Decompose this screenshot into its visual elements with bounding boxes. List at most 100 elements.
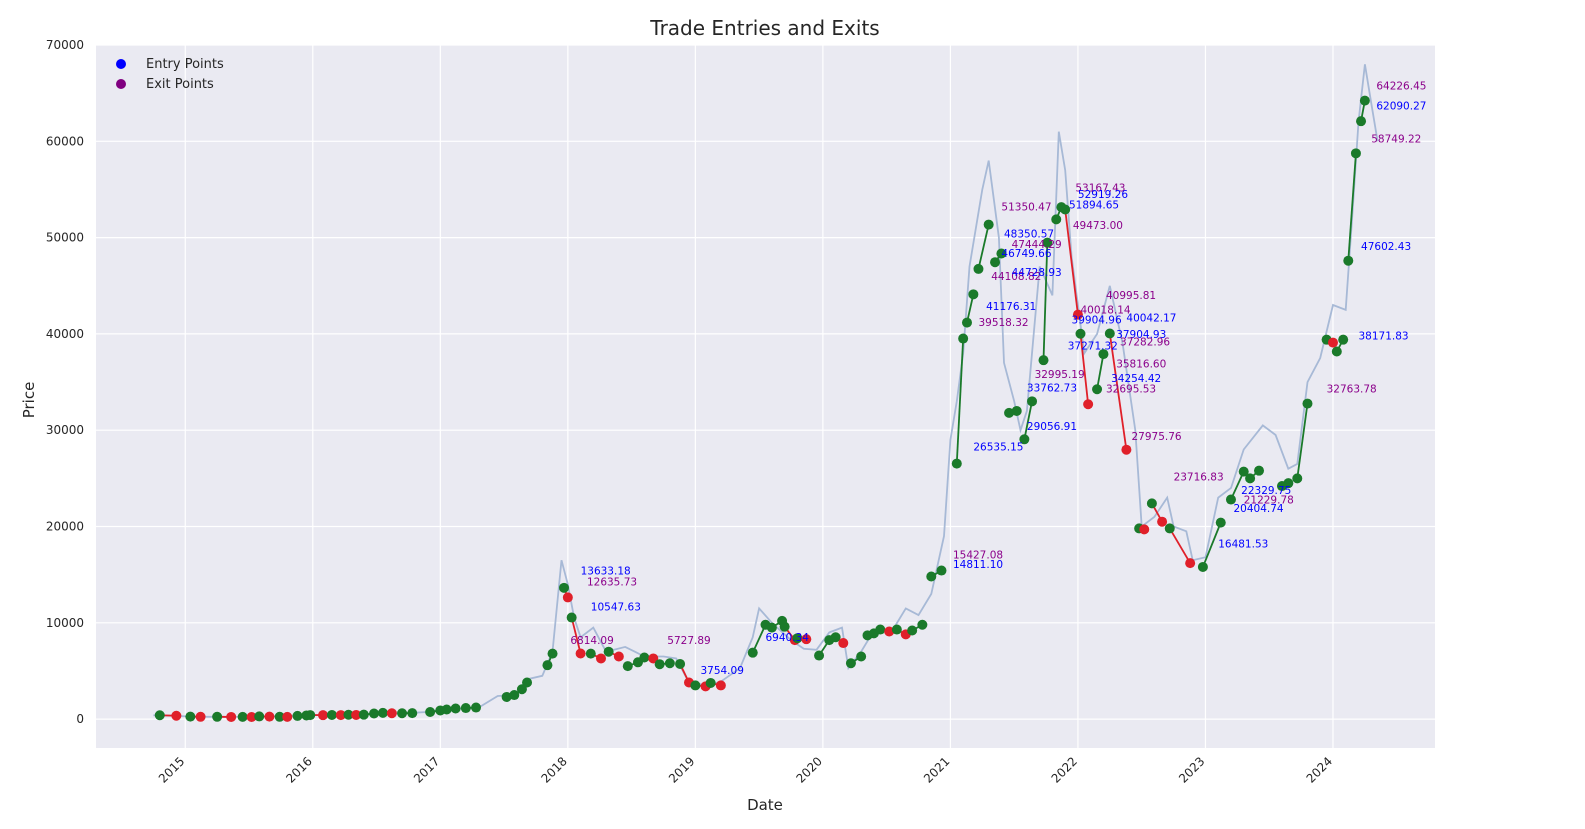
entry-point	[1331, 346, 1342, 357]
entry-point	[779, 621, 790, 632]
entry-point	[501, 691, 512, 702]
entry-point	[1146, 498, 1157, 509]
value-annotation: 39518.32	[978, 317, 1028, 329]
entry-point	[185, 711, 196, 722]
entry-point	[343, 709, 354, 720]
entry-point	[830, 632, 841, 643]
y-axis-label: Price	[20, 382, 38, 419]
entry-point	[639, 652, 650, 663]
entry-point	[566, 612, 577, 623]
exit-point	[1327, 337, 1338, 348]
exit-point	[562, 592, 573, 603]
chart-title: Trade Entries and Exits	[649, 16, 879, 40]
entry-point	[585, 648, 596, 659]
entry-point	[907, 625, 918, 636]
entry-point	[1356, 116, 1367, 127]
entry-point	[1292, 473, 1303, 484]
value-annotation: 49473.00	[1073, 220, 1123, 232]
exit-point	[246, 711, 257, 722]
entry-point	[1245, 473, 1256, 484]
exit-point	[1254, 465, 1265, 476]
trade-segment	[1230, 471, 1245, 500]
entry-point	[603, 646, 614, 657]
exit-point	[648, 653, 659, 664]
entry-point	[377, 707, 388, 718]
entry-point	[1060, 204, 1071, 215]
trade-segment	[1202, 522, 1222, 568]
trade-segment	[955, 338, 965, 464]
entry-point	[675, 658, 686, 669]
entry-point	[973, 263, 984, 274]
x-tick-label: 2022	[1049, 754, 1080, 785]
trade-segment	[751, 624, 767, 654]
entry-point	[425, 706, 436, 717]
entry-point	[926, 571, 937, 582]
exit-point	[1083, 399, 1094, 410]
value-annotation: 21229.78	[1244, 494, 1294, 506]
y-tick-label: 0	[76, 712, 84, 726]
value-annotation: 13633.18	[581, 566, 631, 578]
exit-point	[613, 651, 624, 662]
entry-point	[292, 710, 303, 721]
x-tick-label: 2018	[538, 754, 569, 785]
trade-segment	[977, 224, 990, 270]
entry-point	[705, 677, 716, 688]
y-tick-label: 40000	[46, 327, 84, 341]
exit-point	[936, 565, 947, 576]
exit-point	[1157, 516, 1168, 527]
exit-point	[317, 710, 328, 721]
trade-segment	[1108, 333, 1128, 450]
trade-segment	[1296, 403, 1309, 479]
value-annotation: 27975.76	[1131, 431, 1181, 443]
entry-point	[690, 680, 701, 691]
value-annotation: 52919.26	[1078, 189, 1128, 201]
trade-points	[154, 95, 1370, 722]
exit-point	[917, 619, 928, 630]
trade-segment	[1064, 209, 1079, 315]
entry-point	[212, 711, 223, 722]
exit-point	[471, 702, 482, 713]
exit-point	[801, 634, 812, 645]
entry-point	[1004, 407, 1015, 418]
exit-point	[1215, 517, 1226, 528]
value-annotation: 29056.91	[1027, 421, 1077, 433]
entry-point	[766, 622, 777, 633]
value-annotation: 20404.74	[1234, 503, 1284, 515]
value-annotation: 3754.09	[700, 665, 743, 677]
y-tick-label: 50000	[46, 231, 84, 245]
entry-point	[990, 257, 1001, 268]
entry-point	[1092, 384, 1103, 395]
value-annotation: 64226.45	[1376, 80, 1426, 92]
entry-point	[792, 633, 803, 644]
value-annotation: 51350.47	[1001, 202, 1051, 214]
trade-segment	[1023, 401, 1033, 440]
entry-point	[1343, 255, 1354, 266]
y-tick-label: 10000	[46, 616, 84, 630]
value-annotation: 32763.78	[1327, 384, 1377, 396]
exit-point	[664, 658, 675, 669]
exit-point	[1011, 405, 1022, 416]
exit-point	[1072, 309, 1083, 320]
x-tick-label: 2015	[156, 754, 187, 785]
entry-point	[891, 624, 902, 635]
y-tick-label: 30000	[46, 423, 84, 437]
x-tick-label: 2016	[283, 754, 314, 785]
exit-point	[715, 680, 726, 691]
exit-point	[1098, 349, 1109, 360]
entry-point	[1104, 328, 1115, 339]
value-annotation: 47602.43	[1361, 241, 1411, 253]
entry-point	[542, 660, 553, 671]
legend: Entry Points Exit Points	[116, 57, 224, 92]
value-annotation: 34254.42	[1111, 373, 1161, 385]
value-annotation: 58749.22	[1371, 133, 1421, 145]
exit-point	[856, 651, 867, 662]
exit-point	[450, 703, 461, 714]
entry-point	[951, 458, 962, 469]
entry-point	[747, 647, 758, 658]
value-annotation: 10547.63	[591, 601, 641, 613]
value-annotation: 41176.31	[986, 301, 1036, 313]
value-annotation: 23716.83	[1174, 471, 1224, 483]
value-annotation: 44728.93	[1012, 267, 1062, 279]
